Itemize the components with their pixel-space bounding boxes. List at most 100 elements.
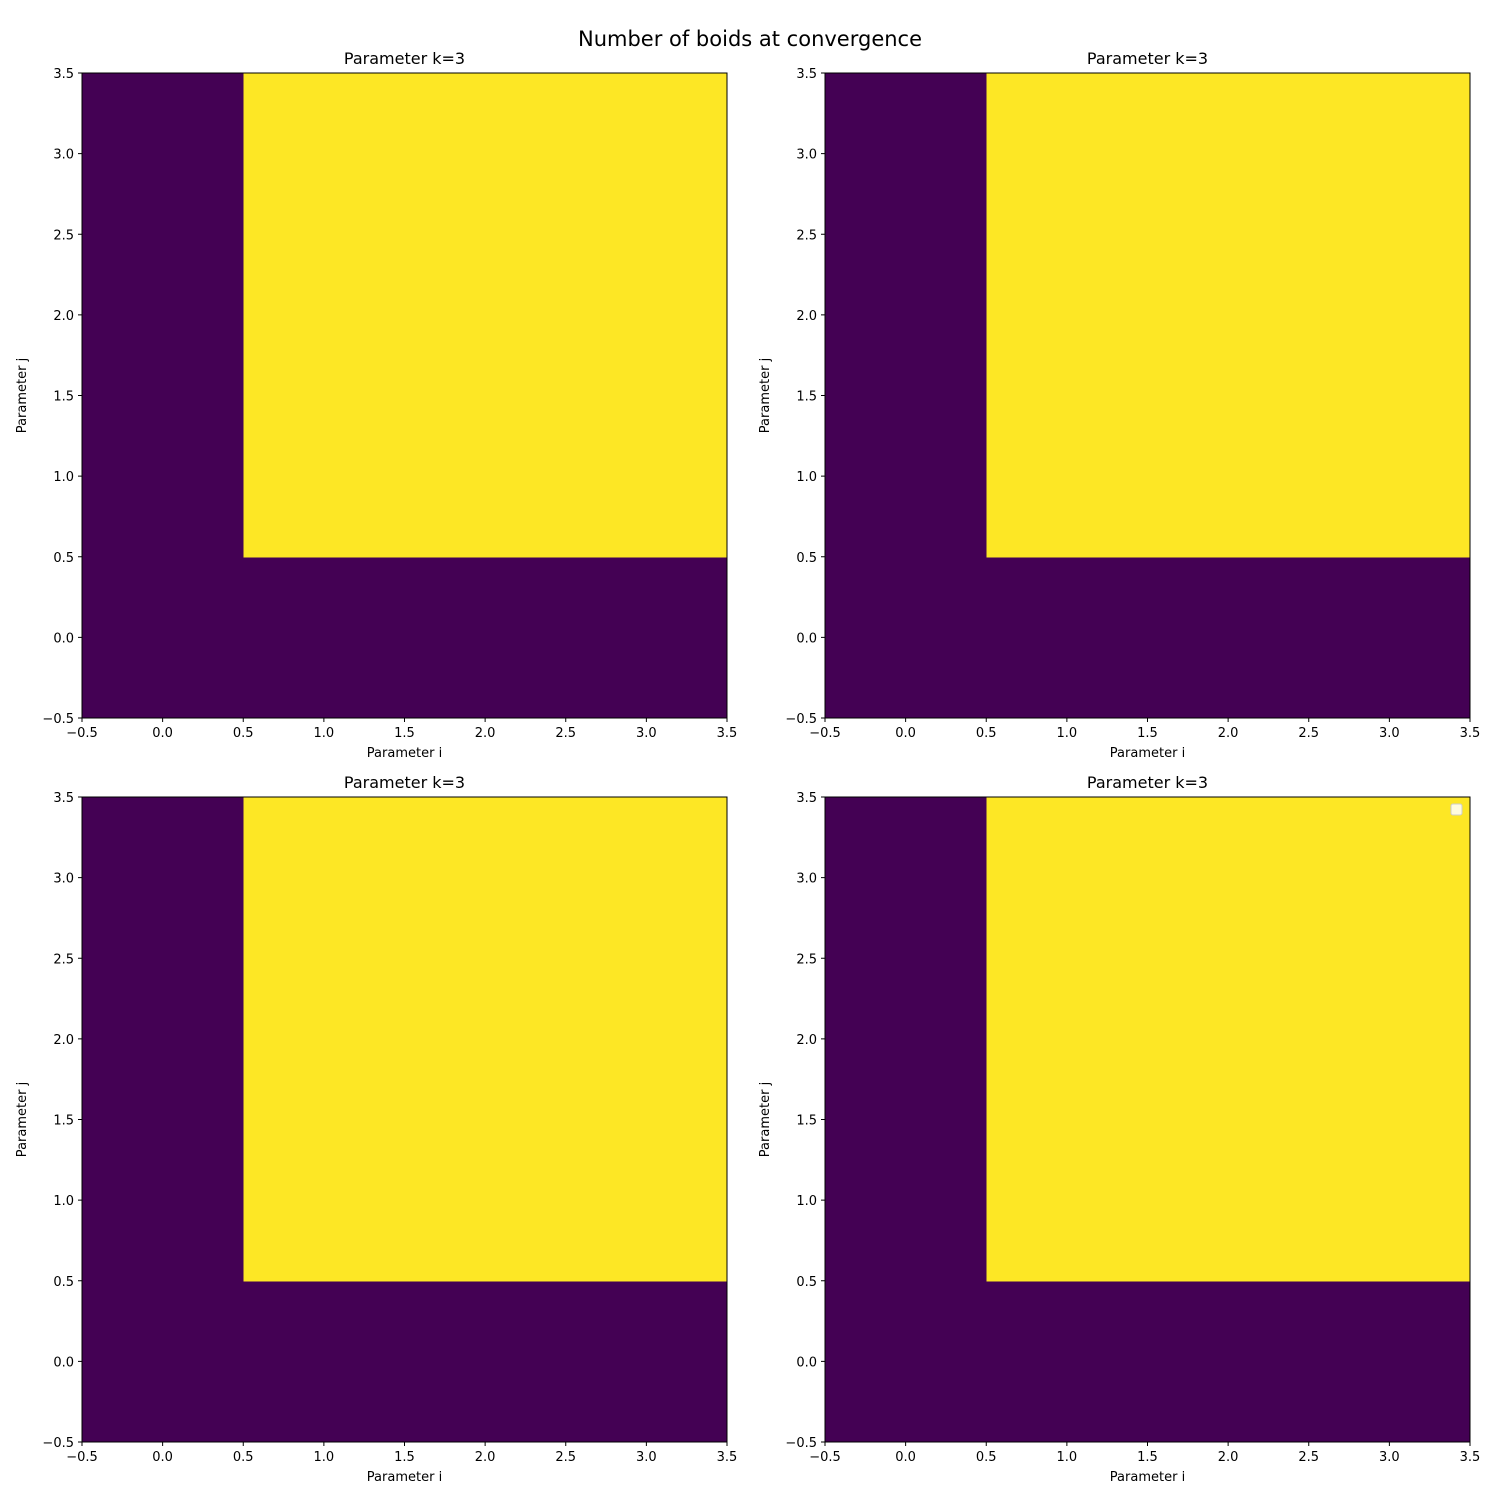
heatmap-cell-j0-i0 [825, 1280, 987, 1443]
heatmap-cell-j1-i3 [565, 1119, 728, 1282]
heatmap-cell-j2-i0 [82, 958, 244, 1121]
x-tick-label: 3.5 [1460, 726, 1481, 741]
y-tick-label: 0.5 [53, 1275, 74, 1290]
y-tick-label: 0.5 [796, 551, 817, 566]
heatmap-cell-j0-i1 [986, 1280, 1149, 1443]
x-tick-label: 3.0 [1379, 1450, 1400, 1465]
y-tick-label: 1.0 [53, 1194, 74, 1209]
x-tick-label: 3.0 [1379, 726, 1400, 741]
y-tick-label: 1.5 [796, 390, 817, 405]
y-axis-label: Parameter j [15, 1082, 30, 1157]
heatmap-cell-j3-i3 [565, 73, 728, 235]
heatmap-cell-j1-i0 [825, 395, 987, 558]
heatmap-cell-j1-i0 [82, 395, 244, 558]
heatmap-cell-j2-i2 [404, 234, 567, 397]
heatmap-cell-j3-i1 [243, 797, 406, 959]
x-axis-label: Parameter i [367, 1470, 442, 1485]
subplots-grid: −0.5 0.0 0.5 1.0 1.5 2.0 2.5 3.0 3.5 −0.5 0.0 0.5 1.… [15, 49, 1480, 1485]
y-tick-label: 2.5 [53, 952, 74, 967]
heatmap-cell-j2-i2 [404, 958, 567, 1121]
heatmap-cells [82, 797, 728, 1443]
x-tick-label: 1.0 [1057, 726, 1078, 741]
subplot-2: −0.5 0.0 0.5 1.0 1.5 2.0 2.5 3.0 3.5 −0.5 0.0 0.5 1.… [758, 49, 1480, 761]
heatmap-cell-j0-i2 [404, 1280, 567, 1443]
subplot-title: Parameter k=3 [1087, 49, 1208, 68]
heatmap-cell-j2-i1 [986, 958, 1149, 1121]
y-axis-label: Parameter j [15, 358, 30, 433]
heatmap-cell-j3-i0 [82, 73, 244, 235]
x-tick-label: 2.0 [1218, 726, 1239, 741]
heatmap-cells [825, 73, 1471, 719]
heatmap-cell-j1-i1 [243, 395, 406, 558]
y-tick-label: 0.0 [53, 631, 74, 646]
y-tick-label: 0.0 [796, 631, 817, 646]
heatmap-cell-j2-i1 [243, 958, 406, 1121]
x-tick-label: 0.5 [233, 1450, 254, 1465]
x-tick-label: 1.5 [1137, 726, 1158, 741]
y-tick-label: 2.5 [796, 228, 817, 243]
heatmap-cell-j1-i0 [82, 1119, 244, 1282]
x-tick-label: 2.5 [1298, 726, 1319, 741]
heatmap-cell-j2-i1 [243, 234, 406, 397]
y-tick-label: 1.5 [796, 1114, 817, 1129]
heatmap-cell-j1-i2 [404, 395, 567, 558]
y-tick-label: 1.0 [796, 1194, 817, 1209]
y-tick-label: 2.5 [53, 228, 74, 243]
heatmap-cell-j3-i3 [1308, 73, 1471, 235]
heatmap-cell-j0-i3 [1308, 556, 1471, 719]
y-tick-label: −0.5 [785, 712, 817, 727]
heatmap-cell-j3-i1 [986, 797, 1149, 959]
figure-title: Number of boids at convergence [578, 27, 922, 51]
x-tick-label: 3.0 [636, 1450, 657, 1465]
y-tick-label: 3.0 [796, 872, 817, 887]
heatmap-cell-j2-i1 [986, 234, 1149, 397]
x-tick-label: −0.5 [809, 1450, 841, 1465]
x-tick-label: 0.0 [152, 1450, 173, 1465]
heatmap-cell-j1-i1 [986, 395, 1149, 558]
heatmap-cell-j3-i0 [825, 73, 987, 235]
heatmap-cell-j1-i3 [565, 395, 728, 558]
heatmap-cell-j1-i3 [1308, 395, 1471, 558]
heatmap-cell-j0-i3 [565, 1280, 728, 1443]
heatmap-cell-j2-i3 [1308, 234, 1471, 397]
heatmap-cell-j3-i3 [1308, 797, 1471, 959]
y-tick-label: 1.5 [53, 1114, 74, 1129]
subplot-title: Parameter k=3 [344, 773, 465, 792]
y-tick-label: 0.5 [796, 1275, 817, 1290]
x-tick-label: −0.5 [66, 726, 98, 741]
y-tick-label: 3.5 [53, 791, 74, 806]
heatmap-cell-j1-i1 [243, 1119, 406, 1282]
x-tick-label: 2.0 [475, 1450, 496, 1465]
heatmap-cell-j2-i2 [1147, 234, 1310, 397]
heatmap-cell-j2-i0 [825, 234, 987, 397]
x-tick-label: 1.0 [314, 1450, 335, 1465]
heatmap-cell-j3-i2 [404, 73, 567, 235]
y-axis-label: Parameter j [758, 1082, 773, 1157]
y-tick-label: 0.5 [53, 551, 74, 566]
y-tick-label: 2.0 [796, 309, 817, 324]
heatmap-cell-j2-i0 [825, 958, 987, 1121]
heatmap-cell-j3-i2 [1147, 73, 1310, 235]
y-tick-label: 3.0 [796, 148, 817, 163]
x-tick-label: 2.5 [555, 1450, 576, 1465]
heatmap-cell-j3-i2 [404, 797, 567, 959]
y-tick-label: 3.5 [796, 791, 817, 806]
x-axis-label: Parameter i [1110, 1470, 1185, 1485]
y-tick-label: 2.0 [53, 1033, 74, 1048]
x-tick-label: 0.5 [976, 1450, 997, 1465]
legend-box [1450, 803, 1463, 816]
heatmap-cell-j0-i2 [1147, 1280, 1310, 1443]
heatmap-cell-j1-i1 [986, 1119, 1149, 1282]
heatmap-cell-j3-i3 [565, 797, 728, 959]
heatmap-cells [825, 797, 1471, 1443]
heatmap-cell-j2-i3 [565, 234, 728, 397]
x-tick-label: 3.0 [636, 726, 657, 741]
heatmap-cell-j0-i0 [825, 556, 987, 719]
y-tick-label: 2.0 [796, 1033, 817, 1048]
y-tick-label: 1.5 [53, 390, 74, 405]
y-tick-label: −0.5 [785, 1436, 817, 1451]
x-tick-label: −0.5 [809, 726, 841, 741]
y-tick-label: 3.5 [796, 67, 817, 82]
heatmap-cell-j3-i0 [82, 797, 244, 959]
